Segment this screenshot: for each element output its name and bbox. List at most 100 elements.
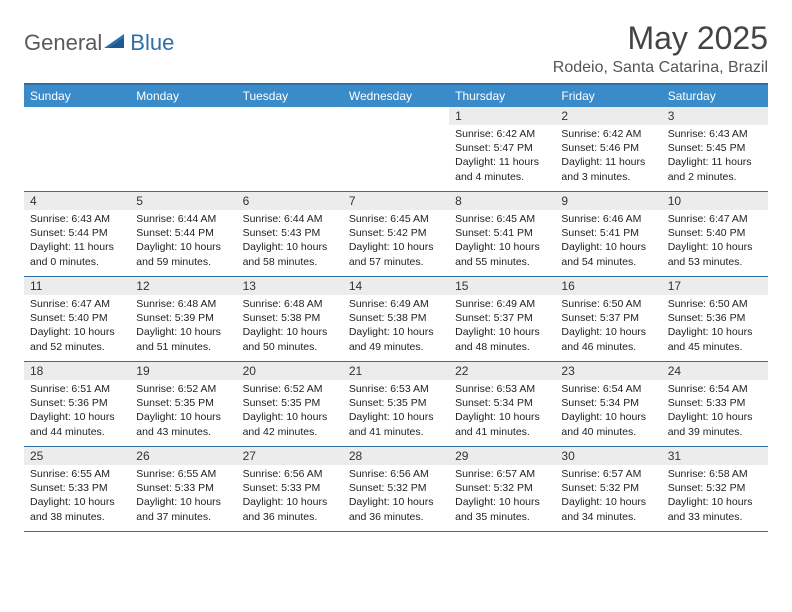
day-number: 14 <box>343 277 449 295</box>
day-data: Sunrise: 6:54 AMSunset: 5:34 PMDaylight:… <box>555 380 661 443</box>
sunrise-text: Sunrise: 6:50 AM <box>561 297 655 311</box>
daylight-text: Daylight: 10 hours and 48 minutes. <box>455 325 549 353</box>
day-cell: 26Sunrise: 6:55 AMSunset: 5:33 PMDayligh… <box>130 447 236 531</box>
sunset-text: Sunset: 5:46 PM <box>561 141 655 155</box>
day-data: Sunrise: 6:44 AMSunset: 5:44 PMDaylight:… <box>130 210 236 273</box>
sunset-text: Sunset: 5:33 PM <box>30 481 124 495</box>
sunrise-text: Sunrise: 6:49 AM <box>455 297 549 311</box>
day-data: Sunrise: 6:56 AMSunset: 5:33 PMDaylight:… <box>237 465 343 528</box>
day-number: 1 <box>449 107 555 125</box>
daylight-text: Daylight: 10 hours and 49 minutes. <box>349 325 443 353</box>
sunset-text: Sunset: 5:40 PM <box>668 226 762 240</box>
day-cell: 22Sunrise: 6:53 AMSunset: 5:34 PMDayligh… <box>449 362 555 446</box>
daylight-text: Daylight: 10 hours and 36 minutes. <box>243 495 337 523</box>
day-cell: 27Sunrise: 6:56 AMSunset: 5:33 PMDayligh… <box>237 447 343 531</box>
day-cell: 31Sunrise: 6:58 AMSunset: 5:32 PMDayligh… <box>662 447 768 531</box>
daylight-text: Daylight: 10 hours and 36 minutes. <box>349 495 443 523</box>
sunrise-text: Sunrise: 6:43 AM <box>30 212 124 226</box>
day-number: 18 <box>24 362 130 380</box>
day-data: Sunrise: 6:48 AMSunset: 5:39 PMDaylight:… <box>130 295 236 358</box>
sunset-text: Sunset: 5:40 PM <box>30 311 124 325</box>
day-cell: 8 Sunrise: 6:45 AMSunset: 5:41 PMDaylight… <box>449 192 555 276</box>
daylight-text: Daylight: 10 hours and 40 minutes. <box>561 410 655 438</box>
day-number: 19 <box>130 362 236 380</box>
sunset-text: Sunset: 5:36 PM <box>30 396 124 410</box>
daylight-text: Daylight: 10 hours and 52 minutes. <box>30 325 124 353</box>
day-data: Sunrise: 6:50 AMSunset: 5:36 PMDaylight:… <box>662 295 768 358</box>
daylight-text: Daylight: 10 hours and 51 minutes. <box>136 325 230 353</box>
day-number: 11 <box>24 277 130 295</box>
day-number: 29 <box>449 447 555 465</box>
day-cell: 23Sunrise: 6:54 AMSunset: 5:34 PMDayligh… <box>555 362 661 446</box>
day-number: 20 <box>237 362 343 380</box>
sunrise-text: Sunrise: 6:47 AM <box>668 212 762 226</box>
day-data: Sunrise: 6:53 AMSunset: 5:35 PMDaylight:… <box>343 380 449 443</box>
day-cell: 28Sunrise: 6:56 AMSunset: 5:32 PMDayligh… <box>343 447 449 531</box>
sunset-text: Sunset: 5:44 PM <box>30 226 124 240</box>
sunset-text: Sunset: 5:44 PM <box>136 226 230 240</box>
daylight-text: Daylight: 10 hours and 54 minutes. <box>561 240 655 268</box>
sunrise-text: Sunrise: 6:51 AM <box>30 382 124 396</box>
sunrise-text: Sunrise: 6:52 AM <box>243 382 337 396</box>
logo-triangle-icon <box>104 32 128 55</box>
day-cell: 12Sunrise: 6:48 AMSunset: 5:39 PMDayligh… <box>130 277 236 361</box>
day-number: 8 <box>449 192 555 210</box>
day-cell: 10Sunrise: 6:47 AMSunset: 5:40 PMDayligh… <box>662 192 768 276</box>
day-number: 27 <box>237 447 343 465</box>
sunrise-text: Sunrise: 6:53 AM <box>349 382 443 396</box>
day-number: 15 <box>449 277 555 295</box>
sunset-text: Sunset: 5:36 PM <box>668 311 762 325</box>
daylight-text: Daylight: 10 hours and 41 minutes. <box>455 410 549 438</box>
sunrise-text: Sunrise: 6:45 AM <box>455 212 549 226</box>
sunrise-text: Sunrise: 6:46 AM <box>561 212 655 226</box>
day-cell: 24Sunrise: 6:54 AMSunset: 5:33 PMDayligh… <box>662 362 768 446</box>
day-number: 17 <box>662 277 768 295</box>
day-number: 7 <box>343 192 449 210</box>
day-cell: 14Sunrise: 6:49 AMSunset: 5:38 PMDayligh… <box>343 277 449 361</box>
day-cell: 29Sunrise: 6:57 AMSunset: 5:32 PMDayligh… <box>449 447 555 531</box>
daylight-text: Daylight: 10 hours and 38 minutes. <box>30 495 124 523</box>
day-number: 25 <box>24 447 130 465</box>
day-number: 5 <box>130 192 236 210</box>
day-cell: 7 Sunrise: 6:45 AMSunset: 5:42 PMDaylight… <box>343 192 449 276</box>
sunrise-text: Sunrise: 6:48 AM <box>243 297 337 311</box>
day-data: Sunrise: 6:43 AMSunset: 5:44 PMDaylight:… <box>24 210 130 273</box>
day-cell: 11Sunrise: 6:47 AMSunset: 5:40 PMDayligh… <box>24 277 130 361</box>
sunrise-text: Sunrise: 6:48 AM <box>136 297 230 311</box>
sunrise-text: Sunrise: 6:44 AM <box>136 212 230 226</box>
weekday-header: Monday <box>130 85 236 107</box>
sunset-text: Sunset: 5:32 PM <box>561 481 655 495</box>
week-row: 18 Sunrise: 6:51 AMSunset: 5:36 PM Dayligh… <box>24 362 768 447</box>
daylight-text: Daylight: 10 hours and 35 minutes. <box>455 495 549 523</box>
day-cell <box>237 107 343 191</box>
daylight-text: Daylight: 10 hours and 58 minutes. <box>243 240 337 268</box>
page-header: General Blue May 2025 Rodeio, Santa Cata… <box>24 20 768 77</box>
sunset-text: Sunset: 5:41 PM <box>455 226 549 240</box>
day-cell: 5Sunrise: 6:44 AMSunset: 5:44 PMDaylight… <box>130 192 236 276</box>
logo: General Blue <box>24 20 174 56</box>
sunset-text: Sunset: 5:33 PM <box>668 396 762 410</box>
sunrise-text: Sunrise: 6:54 AM <box>668 382 762 396</box>
sunset-text: Sunset: 5:32 PM <box>349 481 443 495</box>
sunset-text: Sunset: 5:42 PM <box>349 226 443 240</box>
sunrise-text: Sunrise: 6:54 AM <box>561 382 655 396</box>
day-number: 21 <box>343 362 449 380</box>
sunset-text: Sunset: 5:37 PM <box>561 311 655 325</box>
day-data: Sunrise: 6:53 AMSunset: 5:34 PMDaylight:… <box>449 380 555 443</box>
daylight-text: Daylight: 10 hours and 57 minutes. <box>349 240 443 268</box>
day-cell <box>130 107 236 191</box>
sunrise-text: Sunrise: 6:42 AM <box>561 127 655 141</box>
sunrise-text: Sunrise: 6:57 AM <box>455 467 549 481</box>
day-cell: 15 Sunrise: 6:49 AMSunset: 5:37 PMDayligh… <box>449 277 555 361</box>
day-cell <box>343 107 449 191</box>
daylight-text: Daylight: 10 hours and 55 minutes. <box>455 240 549 268</box>
sunset-text: Sunset: 5:47 PM <box>455 141 549 155</box>
sunset-text: Sunset: 5:37 PM <box>455 311 549 325</box>
daylight-text: Daylight: 10 hours and 59 minutes. <box>136 240 230 268</box>
sunrise-text: Sunrise: 6:45 AM <box>349 212 443 226</box>
week-row: 11Sunrise: 6:47 AMSunset: 5:40 PMDayligh… <box>24 277 768 362</box>
daylight-text: Daylight: 10 hours and 53 minutes. <box>668 240 762 268</box>
day-data: Sunrise: 6:48 AMSunset: 5:38 PMDaylight:… <box>237 295 343 358</box>
sunrise-text: Sunrise: 6:49 AM <box>349 297 443 311</box>
day-cell: 13Sunrise: 6:48 AMSunset: 5:38 PMDayligh… <box>237 277 343 361</box>
